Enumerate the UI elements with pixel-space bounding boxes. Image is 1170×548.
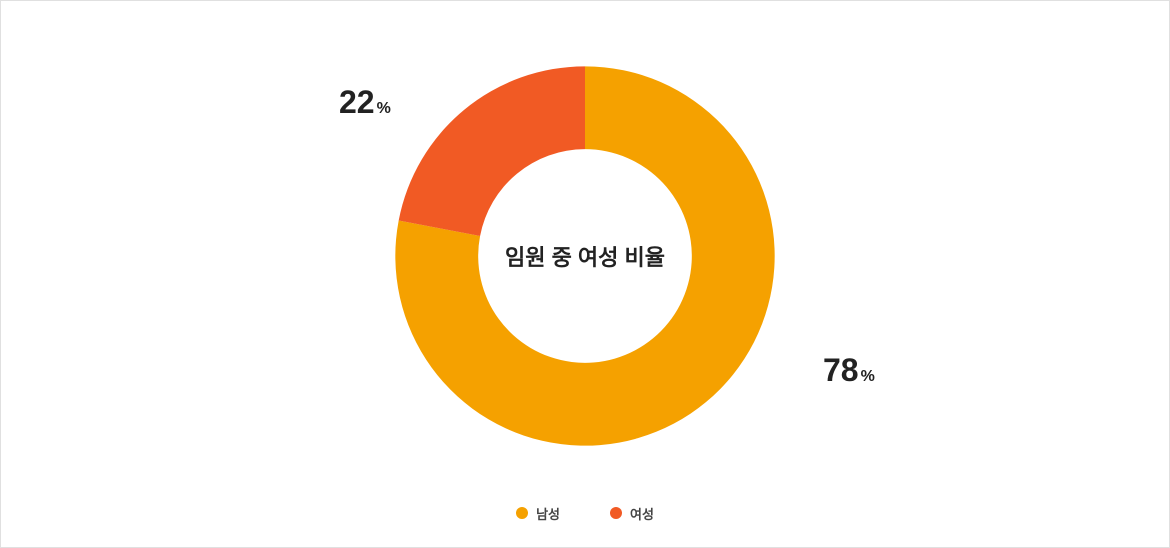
- slice-value-label-male: 78%: [823, 352, 875, 389]
- chart-legend: 남성 여성: [516, 504, 654, 523]
- slice-value-unit-male: %: [861, 368, 875, 385]
- chart-center-title: 임원 중 여성 비율: [505, 240, 665, 272]
- slice-value-label-female: 22%: [339, 84, 391, 121]
- donut-chart-container: 임원 중 여성 비율 78% 22%: [1, 26, 1169, 486]
- slice-value-num-female: 22: [339, 84, 375, 120]
- legend-label-female: 여성: [630, 504, 654, 523]
- slice-value-num-male: 78: [823, 352, 859, 388]
- legend-swatch-male: [516, 507, 528, 519]
- legend-label-male: 남성: [536, 504, 560, 523]
- slice-value-unit-female: %: [377, 100, 391, 117]
- legend-swatch-female: [610, 507, 622, 519]
- legend-item-male: 남성: [516, 504, 560, 523]
- legend-item-female: 여성: [610, 504, 654, 523]
